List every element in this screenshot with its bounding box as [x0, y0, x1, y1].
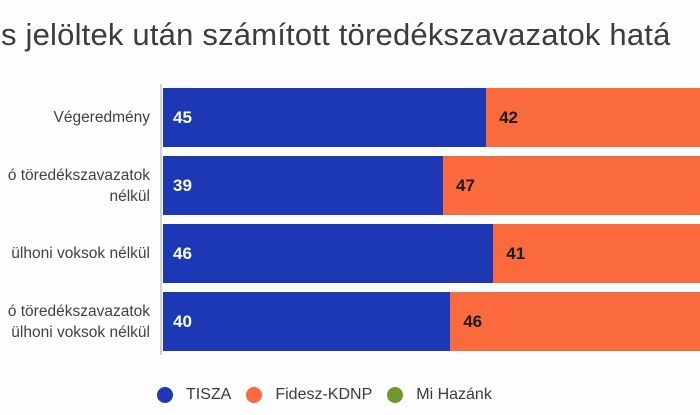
- bar-value-label: 46: [173, 243, 192, 263]
- category-label: ó töredékszavazatok nélkül: [0, 165, 150, 207]
- category-label: ülhoni voksok nélkül: [0, 243, 150, 264]
- legend-item-fidesz-kdnp: Fidesz-KDNP: [246, 386, 372, 404]
- legend-dot-icon: [246, 387, 263, 403]
- category-label: Végeredmény: [0, 107, 150, 128]
- bar-value-label: 40: [173, 311, 192, 331]
- bar-value-label: 47: [456, 175, 475, 195]
- y-axis-line: [160, 84, 162, 355]
- bar-segment-fidesz-kdnp: 46: [450, 292, 700, 351]
- bar-segment-fidesz-kdnp: 47: [443, 156, 700, 215]
- bar-row: ó töredékszavazatok ülhoni voksok nélkül 4…: [0, 292, 700, 351]
- bar-stack: 39 47: [163, 156, 700, 215]
- bar-value-label: 41: [506, 243, 526, 263]
- legend-dot-icon: [157, 387, 173, 403]
- bar-segment-tisza: 39: [163, 156, 444, 215]
- bar-value-label: 42: [499, 107, 519, 127]
- bar-value-label: 39: [173, 175, 192, 195]
- legend-label: Mi Hazánk: [416, 386, 492, 403]
- bar-row: ó töredékszavazatok nélkül 39 47: [0, 156, 700, 215]
- legend: TISZA Fidesz-KDNP Mi Hazánk: [157, 386, 492, 404]
- bar-segment-tisza: 40: [163, 292, 451, 351]
- bar-stack: 46 41: [163, 224, 700, 283]
- category-label-line: ó töredékszavazatok: [7, 302, 150, 320]
- bar-value-label: 45: [173, 107, 192, 127]
- bar-row: ülhoni voksok nélkül 46 41: [0, 224, 700, 283]
- legend-label: Fidesz-KDNP: [275, 386, 373, 403]
- chart-title: s jelöltek után számított töredékszavaza…: [1, 17, 671, 52]
- category-label: ó töredékszavazatok ülhoni voksok nélkül: [0, 301, 150, 343]
- category-label-line: ülhoni voksok nélkül: [11, 245, 150, 262]
- bar-segment-tisza: 46: [163, 224, 494, 283]
- bar-segment-tisza: 45: [163, 88, 487, 147]
- bar-stack: 45 42: [163, 88, 700, 147]
- legend-label: TISZA: [186, 386, 232, 403]
- legend-item-tisza: TISZA: [157, 386, 231, 404]
- legend-item-mi-haz-nk: Mi Hazánk: [387, 386, 492, 404]
- category-label-line: nélkül: [109, 187, 151, 205]
- bar-stack: 40 46: [163, 292, 700, 351]
- bar-segment-fidesz-kdnp: 42: [486, 88, 700, 147]
- legend-dot-icon: [387, 387, 404, 403]
- category-label-line: ülhoni voksok nélkül: [11, 323, 150, 341]
- bar-row: Végeredmény 45 42: [0, 88, 700, 147]
- category-label-line: Végeredmény: [53, 109, 150, 126]
- bar-value-label: 46: [463, 311, 483, 331]
- bar-segment-fidesz-kdnp: 41: [493, 224, 700, 283]
- category-label-line: ó töredékszavazatok: [7, 166, 150, 184]
- bar-rows: Végeredmény 45 42 ó töredékszavazatok nélkül…: [0, 88, 700, 360]
